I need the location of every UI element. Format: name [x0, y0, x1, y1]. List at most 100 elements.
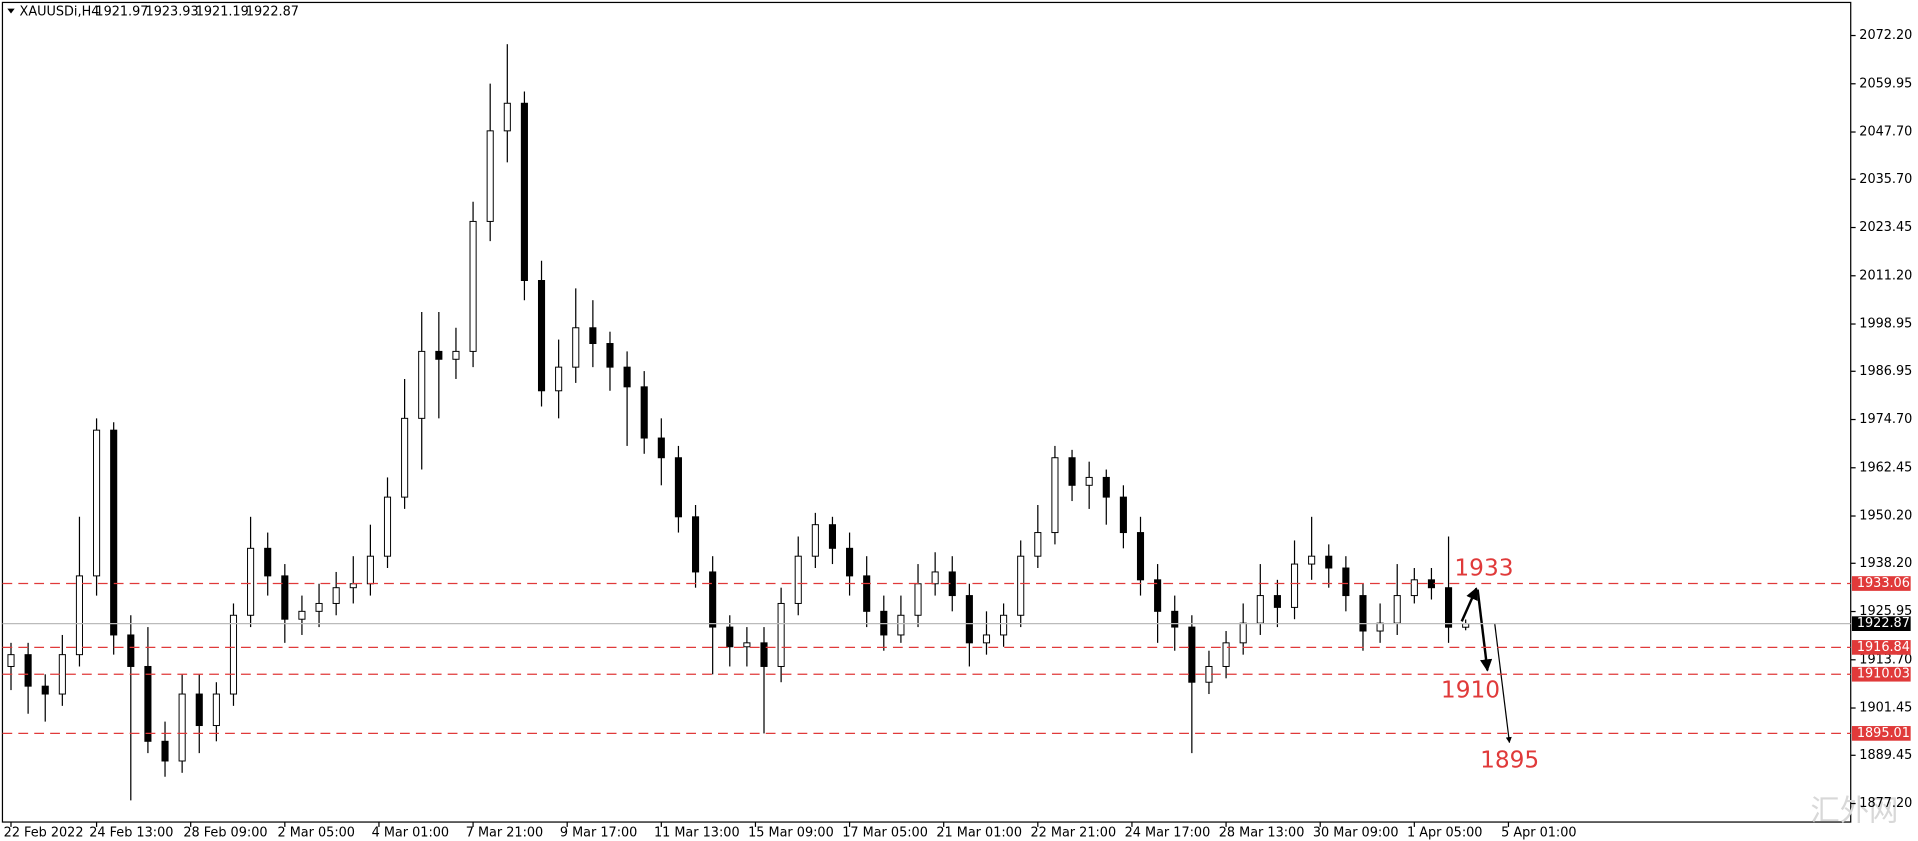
y-tick-label: 2035.70 — [1859, 172, 1912, 187]
annotation: 1910 — [1441, 677, 1500, 704]
candle-body — [401, 417, 409, 498]
candle-body — [914, 583, 922, 616]
candle-body — [58, 654, 66, 695]
candle-body — [435, 350, 443, 360]
candle-body — [178, 693, 186, 762]
candle-body — [1410, 579, 1418, 597]
y-tick-label: 2047.70 — [1859, 125, 1912, 140]
x-tick-label: 22 Mar 21:00 — [1030, 826, 1116, 841]
candle-body — [1342, 567, 1350, 597]
candle-body — [161, 740, 169, 762]
candle-body — [469, 220, 477, 352]
candle-body — [1171, 610, 1179, 628]
candle-body — [965, 595, 973, 644]
x-tick-label: 11 Mar 13:00 — [654, 826, 740, 841]
candle-body — [195, 693, 203, 727]
ohlc-high: 1923.93 — [146, 5, 199, 20]
x-tick-label: 5 Apr 01:00 — [1501, 826, 1576, 841]
candle-body — [1068, 457, 1076, 486]
y-tick-label: 1889.45 — [1859, 748, 1912, 763]
candle-body — [1102, 476, 1110, 498]
candle-body — [247, 547, 255, 616]
candle-body — [1239, 622, 1247, 644]
candle-body — [589, 327, 597, 345]
candle-body — [1325, 555, 1333, 569]
ohlc-open: 1921.97 — [95, 5, 148, 20]
x-tick-label: 24 Feb 13:00 — [89, 826, 173, 841]
x-tick-label: 9 Mar 17:00 — [560, 826, 637, 841]
candle-body — [366, 555, 374, 585]
annotation: 1933 — [1454, 554, 1513, 581]
candle-body — [1085, 476, 1093, 486]
candle-body — [726, 626, 734, 648]
level-label: 1916.84 — [1857, 640, 1910, 655]
y-tick-label: 2023.45 — [1859, 220, 1912, 235]
price-label: 1922.87 — [1857, 616, 1910, 631]
candle-body — [264, 547, 272, 577]
candle-body — [1376, 622, 1384, 632]
x-tick-label: 4 Mar 01:00 — [372, 826, 449, 841]
candle-body — [281, 575, 289, 620]
y-tick-label: 1877.20 — [1859, 796, 1912, 811]
plot-frame — [1, 1, 1852, 823]
ohlc-low: 1921.19 — [196, 5, 249, 20]
candle-body — [144, 665, 152, 742]
candle-body — [24, 654, 32, 687]
candle-body — [41, 685, 49, 695]
y-tick-label: 1925.95 — [1859, 604, 1912, 619]
candle-body — [1273, 595, 1281, 608]
candles — [7, 44, 1470, 801]
menu-triangle[interactable] — [7, 8, 15, 14]
candle-body — [743, 642, 751, 648]
y-tick-label: 2059.95 — [1859, 76, 1912, 91]
x-tick-label: 24 Mar 17:00 — [1125, 826, 1211, 841]
candle-body — [1017, 555, 1025, 616]
candle-body — [709, 571, 717, 628]
candle-body — [1222, 642, 1230, 667]
annotation: 1895 — [1480, 746, 1539, 773]
candle-body — [674, 457, 682, 518]
x-tick-label: 15 Mar 09:00 — [748, 826, 834, 841]
level-label-bg — [1851, 666, 1911, 682]
candle-body — [1154, 579, 1162, 612]
candle-body — [1445, 587, 1453, 628]
candle-body — [520, 102, 528, 281]
candle-body — [931, 571, 939, 585]
x-tick-label: 7 Mar 21:00 — [466, 826, 543, 841]
x-tick-label: 2 Mar 05:00 — [277, 826, 354, 841]
candle-body — [1034, 532, 1042, 557]
level-label: 1895.01 — [1857, 726, 1910, 741]
watermark: 汇外网 — [1810, 794, 1898, 828]
candle-body — [828, 524, 837, 549]
candle-body — [1051, 457, 1059, 534]
x-tick-label: 17 Mar 05:00 — [842, 826, 928, 841]
candle-body — [794, 555, 802, 604]
candle-body — [486, 130, 494, 222]
candle-body — [332, 587, 340, 604]
level-label: 1910.03 — [1857, 667, 1910, 682]
candle-body — [982, 634, 991, 644]
candle-body — [110, 429, 118, 636]
level-label-bg — [1851, 726, 1911, 741]
y-tick-label: 1913.70 — [1859, 652, 1912, 667]
price-label-bg — [1851, 616, 1911, 631]
candle-body — [811, 524, 819, 557]
level-label-bg — [1851, 640, 1911, 655]
candle-body — [657, 437, 665, 459]
candle-body — [349, 583, 357, 589]
candle-body — [572, 327, 580, 368]
candle-body — [1427, 579, 1435, 589]
candle-body — [537, 280, 546, 392]
ohlc-close: 1922.87 — [246, 5, 299, 20]
candle-body — [640, 386, 648, 439]
x-tick-label: 30 Mar 09:00 — [1313, 826, 1399, 841]
candle-body — [1393, 595, 1401, 624]
y-tick-label: 1901.45 — [1859, 701, 1912, 716]
x-tick-label: 21 Mar 01:00 — [936, 826, 1022, 841]
x-tick-label: 28 Feb 09:00 — [183, 826, 267, 841]
candle-body — [503, 102, 511, 132]
y-tick-label: 1950.20 — [1859, 509, 1912, 524]
candle-body — [383, 496, 392, 557]
candle-body — [75, 575, 84, 656]
